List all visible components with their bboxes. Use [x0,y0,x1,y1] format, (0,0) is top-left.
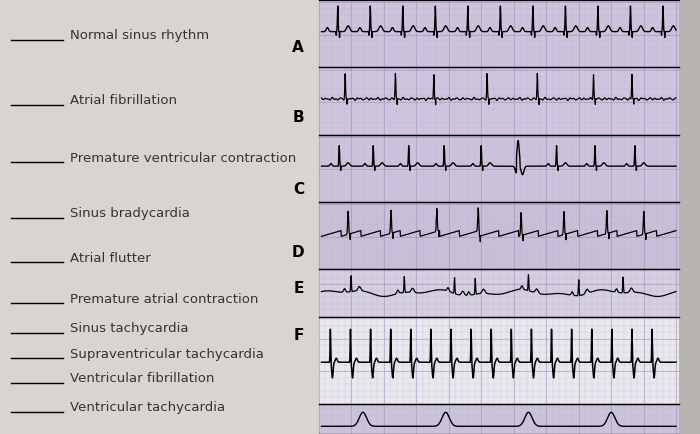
Text: Premature atrial contraction: Premature atrial contraction [71,293,259,306]
Bar [318,269,679,317]
Text: Atrial flutter: Atrial flutter [71,252,151,265]
Text: D: D [291,245,304,260]
Text: E: E [293,281,304,296]
Text: C: C [293,182,304,197]
Bar [318,404,679,434]
Text: Ventricular tachycardia: Ventricular tachycardia [71,401,225,414]
Bar [318,0,679,67]
Bar [318,67,679,135]
Bar [318,135,679,202]
Bar [318,202,679,269]
Text: Ventricular fibrillation: Ventricular fibrillation [71,372,215,385]
Text: Normal sinus rhythm: Normal sinus rhythm [71,30,209,43]
Bar [318,317,679,404]
Text: Premature ventricular contraction: Premature ventricular contraction [71,152,297,165]
Text: B: B [293,110,304,125]
Text: Sinus tachycardia: Sinus tachycardia [71,322,189,335]
Text: Supraventricular tachycardia: Supraventricular tachycardia [71,348,265,361]
Text: Sinus bradycardia: Sinus bradycardia [71,207,190,220]
Text: F: F [293,329,304,343]
Text: A: A [293,39,304,55]
Text: Atrial fibrillation: Atrial fibrillation [71,95,178,108]
Bar [679,0,700,434]
